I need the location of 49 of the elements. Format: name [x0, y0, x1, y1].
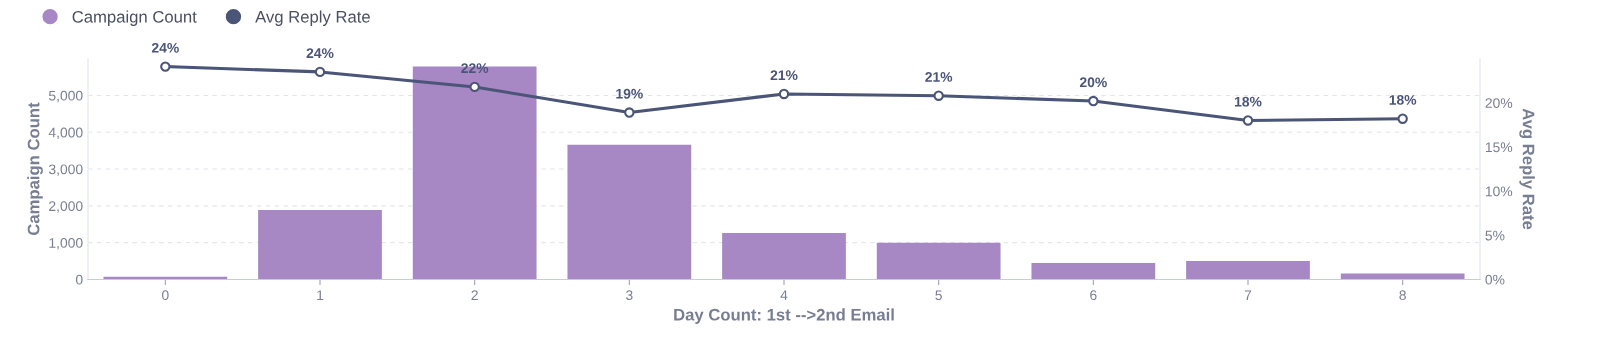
point	[314, 66, 326, 78]
x-tick-label: 8	[1399, 290, 1406, 301]
y-tick-label: 3,000	[48, 164, 83, 176]
bar	[567, 144, 692, 280]
x-tick-label: 1	[317, 290, 324, 300]
y-tick-label: 2,000	[49, 201, 83, 213]
bar	[876, 242, 1001, 280]
legend-label: Avg Reply Rate	[255, 10, 370, 26]
data-label: 22%	[461, 63, 489, 74]
data-label: 20%	[1079, 77, 1107, 88]
y-tick-label: 4,000	[48, 127, 83, 140]
bar	[1186, 261, 1310, 280]
data-label: 24%	[151, 42, 179, 53]
legend-label: Campaign Count	[72, 10, 197, 26]
x-tick-label: 6	[1090, 290, 1097, 301]
x-axis-title: Day Count: 1st -->2nd Email	[674, 308, 894, 324]
x-tick-label: 0	[162, 290, 169, 301]
point	[160, 61, 171, 72]
point	[624, 107, 635, 118]
y-tick-label: 5,000	[48, 90, 83, 103]
x-tick-label: 3	[626, 290, 633, 301]
y2-tick-label: 20%	[1485, 98, 1513, 108]
data-label: 21%	[925, 72, 953, 82]
x-tick-label: 7	[1244, 290, 1252, 300]
point	[1242, 115, 1254, 126]
y2-tick-label: 10%	[1485, 186, 1513, 197]
data-label: 18%	[1389, 95, 1417, 105]
y2-tick-label: 5%	[1485, 230, 1505, 241]
data-label: 24%	[306, 48, 334, 59]
y-tick-label: 1,000	[49, 237, 83, 250]
data-label: 19%	[616, 88, 643, 99]
x-tick-label: 2	[471, 290, 478, 300]
bar	[258, 209, 382, 280]
y-tick-label: 0	[75, 274, 83, 285]
y-axis-title: Campaign Count	[27, 102, 43, 236]
point	[778, 88, 790, 100]
bar	[1031, 262, 1156, 280]
bar	[722, 233, 846, 280]
point	[1088, 95, 1099, 107]
y2-axis-title: Avg Reply Rate	[1519, 108, 1535, 230]
data-label: 18%	[1234, 96, 1262, 107]
x-tick-label: 4	[780, 290, 788, 300]
point	[933, 90, 944, 101]
x-tick-label: 5	[935, 290, 942, 301]
point	[1397, 113, 1408, 124]
y2-tick-label: 15%	[1485, 142, 1513, 153]
point	[469, 81, 480, 93]
data-label: 21%	[770, 70, 798, 81]
y2-tick-label: 0%	[1485, 274, 1505, 285]
